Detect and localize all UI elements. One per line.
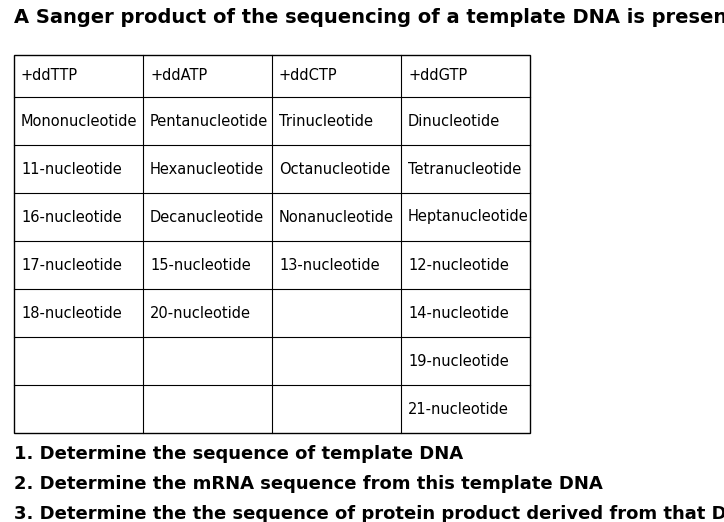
- Text: Trinucleotide: Trinucleotide: [279, 113, 373, 128]
- Text: 21-nucleotide: 21-nucleotide: [408, 401, 509, 417]
- Text: +ddCTP: +ddCTP: [279, 68, 337, 84]
- Text: 14-nucleotide: 14-nucleotide: [408, 305, 509, 321]
- Text: 13-nucleotide: 13-nucleotide: [279, 257, 379, 272]
- Text: Decanucleotide: Decanucleotide: [150, 209, 264, 224]
- Text: +ddATP: +ddATP: [150, 68, 207, 84]
- Text: 3. Determine the the sequence of protein product derived from that DNA: 3. Determine the the sequence of protein…: [14, 505, 724, 522]
- Text: Heptanucleotide: Heptanucleotide: [408, 209, 529, 224]
- Text: 19-nucleotide: 19-nucleotide: [408, 353, 509, 369]
- Text: Pentanucleotide: Pentanucleotide: [150, 113, 269, 128]
- Text: Nonanucleotide: Nonanucleotide: [279, 209, 394, 224]
- Text: Dinucleotide: Dinucleotide: [408, 113, 500, 128]
- Text: 16-nucleotide: 16-nucleotide: [21, 209, 122, 224]
- Text: Octanucleotide: Octanucleotide: [279, 161, 390, 176]
- Text: +ddGTP: +ddGTP: [408, 68, 467, 84]
- Text: 18-nucleotide: 18-nucleotide: [21, 305, 122, 321]
- Text: 2. Determine the mRNA sequence from this template DNA: 2. Determine the mRNA sequence from this…: [14, 475, 603, 493]
- Text: Hexanucleotide: Hexanucleotide: [150, 161, 264, 176]
- Text: Mononucleotide: Mononucleotide: [21, 113, 138, 128]
- Text: A Sanger product of the sequencing of a template DNA is presented: A Sanger product of the sequencing of a …: [14, 8, 724, 27]
- Text: 20-nucleotide: 20-nucleotide: [150, 305, 251, 321]
- Text: +ddTTP: +ddTTP: [21, 68, 78, 84]
- Text: 15-nucleotide: 15-nucleotide: [150, 257, 251, 272]
- Text: 12-nucleotide: 12-nucleotide: [408, 257, 509, 272]
- Text: Tetranucleotide: Tetranucleotide: [408, 161, 521, 176]
- Text: 11-nucleotide: 11-nucleotide: [21, 161, 122, 176]
- Text: 1. Determine the sequence of template DNA: 1. Determine the sequence of template DN…: [14, 445, 463, 463]
- Text: 17-nucleotide: 17-nucleotide: [21, 257, 122, 272]
